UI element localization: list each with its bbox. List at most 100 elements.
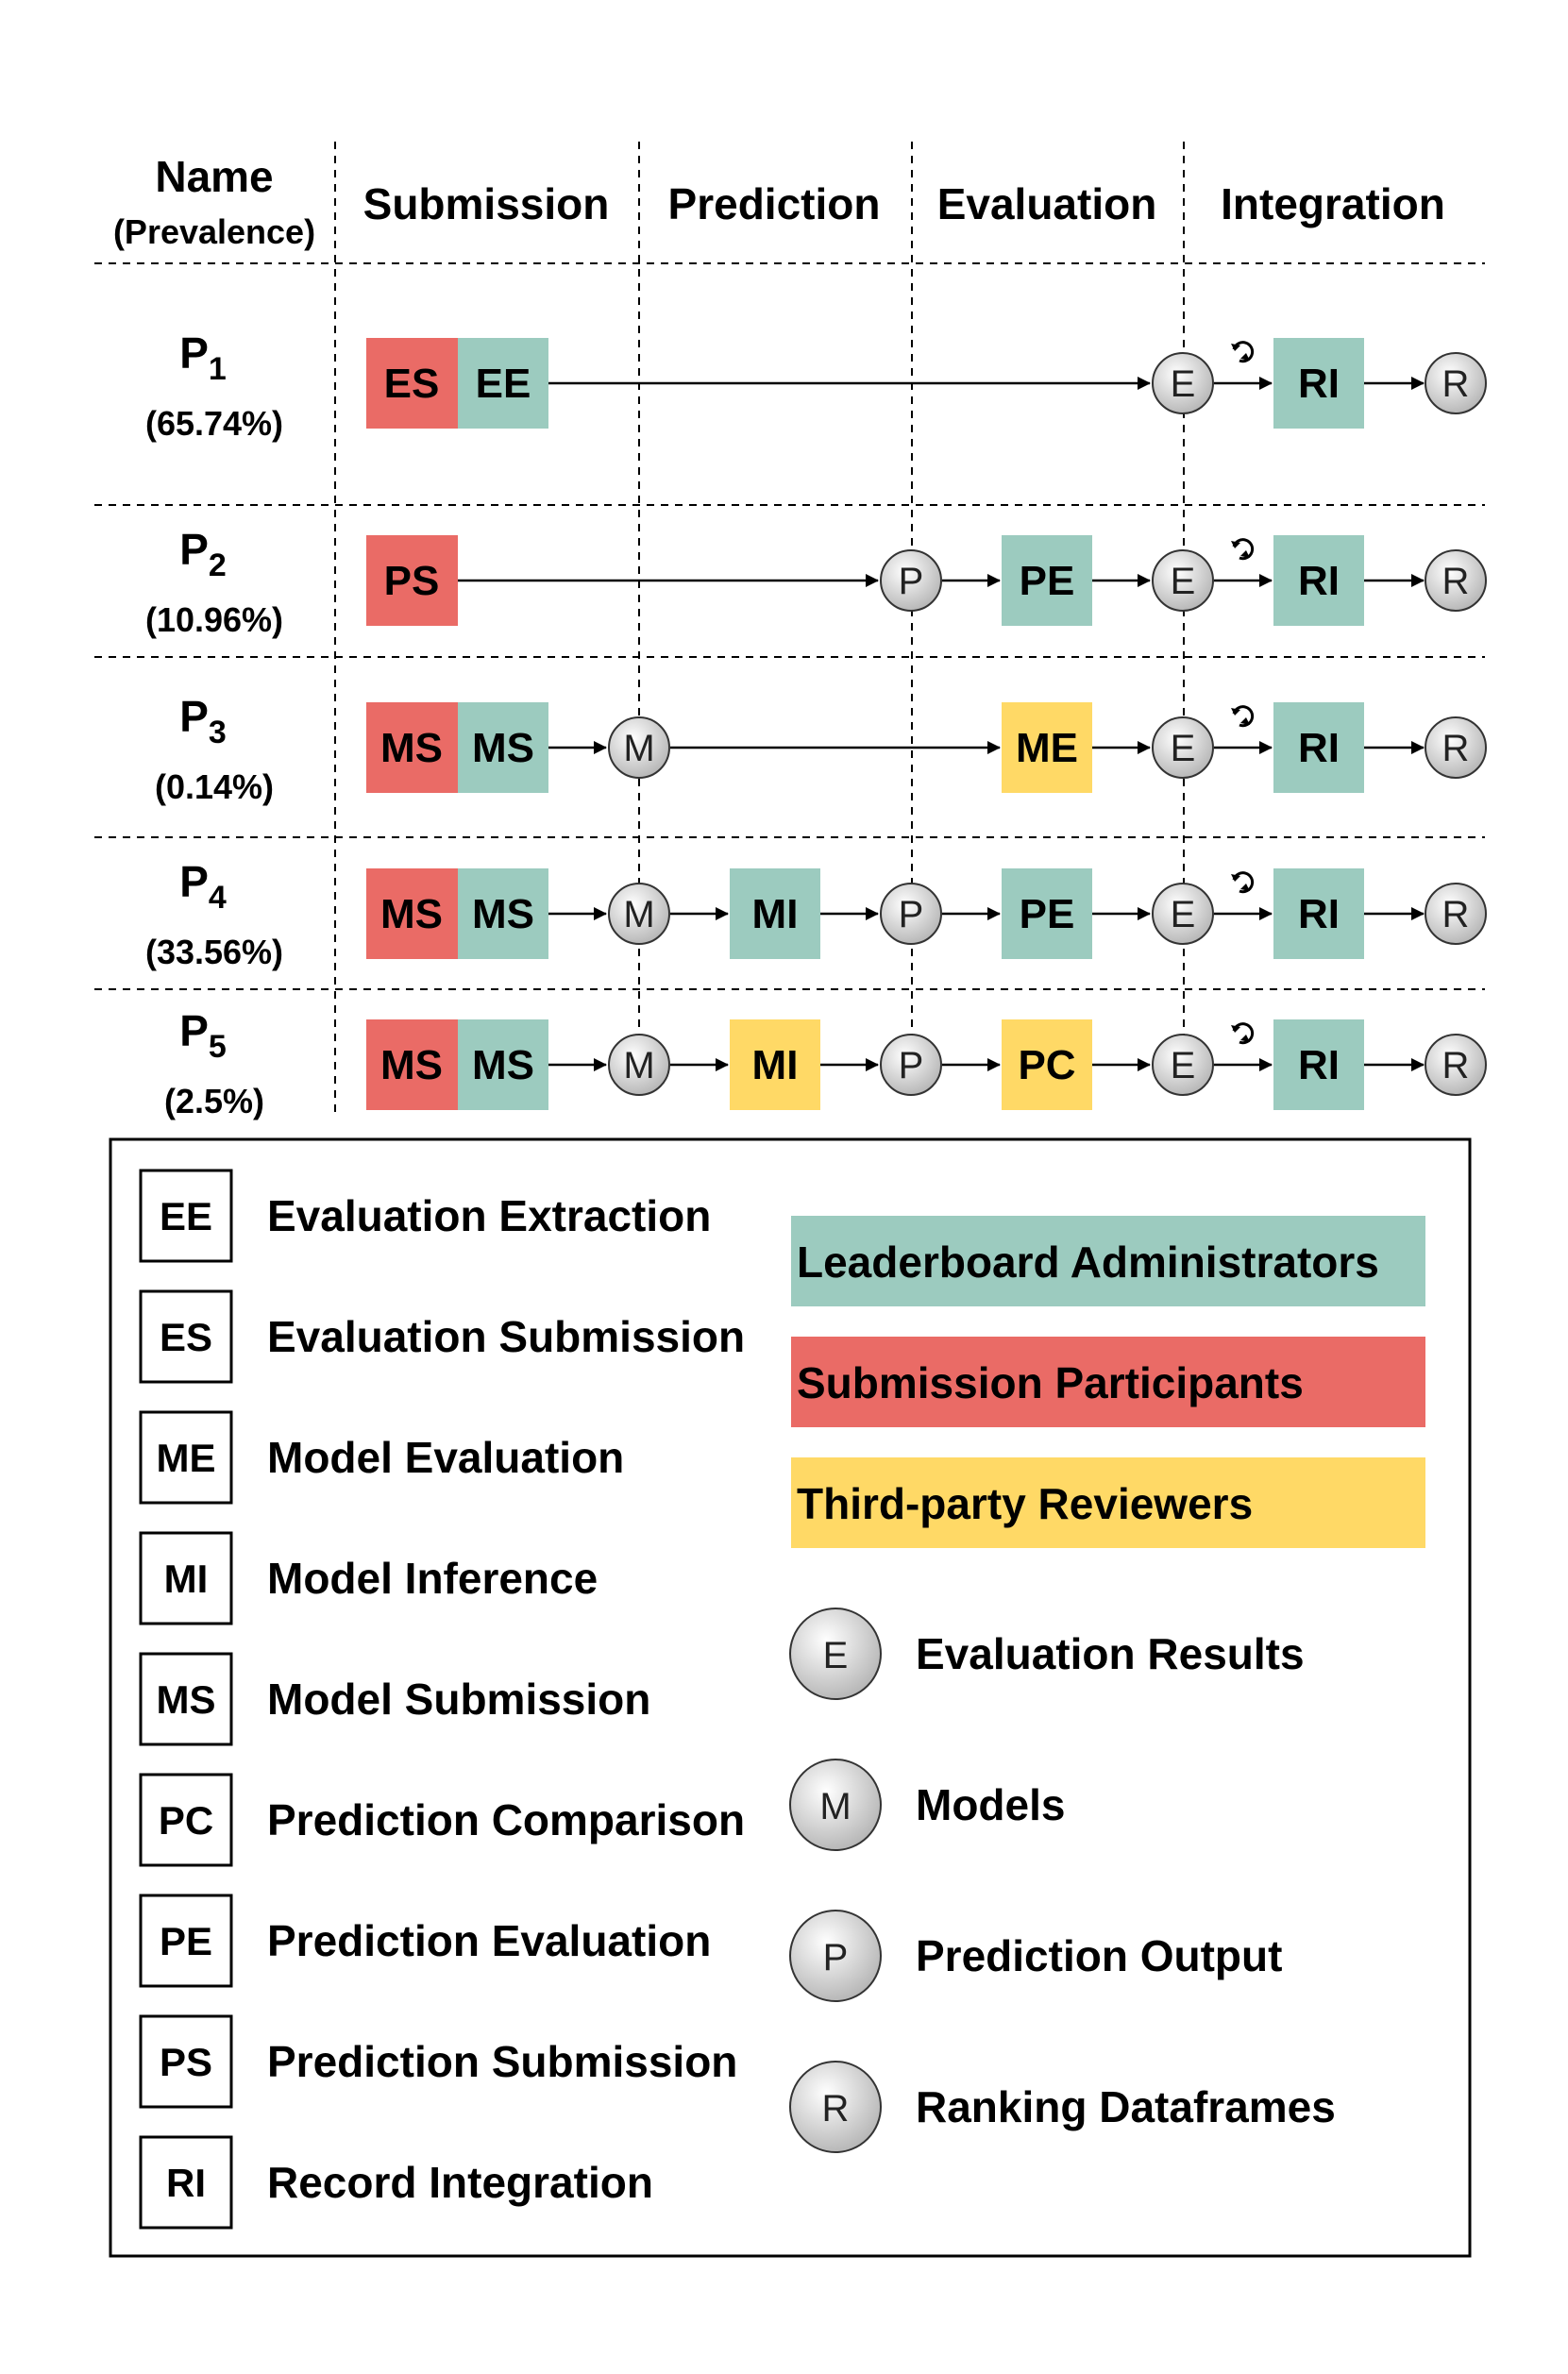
svg-text:E: E	[1171, 1045, 1196, 1086]
svg-text:E: E	[1171, 363, 1196, 405]
node-me: ME	[1002, 702, 1092, 793]
legend-artifact-r: R Ranking Dataframes	[789, 2061, 1336, 2153]
node-models: M	[608, 716, 670, 779]
svg-text:RI: RI	[1298, 361, 1340, 407]
svg-text:E: E	[1171, 728, 1196, 769]
node-ms-participant: MS	[366, 702, 458, 793]
node-ri: RI	[1273, 702, 1364, 793]
refresh-icon	[1231, 538, 1255, 561]
svg-text:Evaluation Extraction: Evaluation Extraction	[267, 1191, 711, 1240]
node-ms-participant: MS	[366, 868, 458, 959]
legend-abbr-ms: MS Model Submission	[139, 1652, 650, 1746]
grid-lines	[94, 142, 1485, 1114]
svg-text:RI: RI	[1298, 558, 1340, 604]
node-prediction-output: P	[880, 549, 942, 612]
stage-integration: Integration	[1221, 179, 1445, 228]
node-ri: RI	[1273, 1019, 1364, 1110]
svg-text:Model Submission: Model Submission	[267, 1675, 650, 1724]
legend-abbr-ps: PS Prediction Submission	[139, 2014, 737, 2109]
svg-text:R: R	[1442, 894, 1470, 935]
node-es: ES	[366, 338, 458, 429]
node-ms-admin: MS	[458, 1019, 548, 1110]
svg-text:Ranking Dataframes: Ranking Dataframes	[916, 2082, 1336, 2131]
stage-submission: Submission	[363, 179, 610, 228]
row-prevalence-p2: (10.96%)	[145, 600, 283, 639]
node-mi: MI	[730, 1019, 820, 1110]
row-label-p4: P4	[179, 857, 227, 916]
node-prediction-output: P	[880, 1034, 942, 1096]
svg-text:Record Integration: Record Integration	[267, 2158, 653, 2207]
row-label-p5: P5	[179, 1006, 227, 1065]
node-ranking: R	[1425, 883, 1487, 945]
svg-text:R: R	[1442, 561, 1470, 602]
legend-abbr-es: ES Evaluation Submission	[139, 1289, 745, 1384]
workflow-p5: MS MS M MI P PC E RI R	[366, 1019, 1487, 1110]
svg-text:PC: PC	[159, 1798, 213, 1843]
svg-text:Prediction Comparison: Prediction Comparison	[267, 1795, 745, 1844]
svg-text:MI: MI	[164, 1557, 209, 1601]
svg-text:Prediction Evaluation: Prediction Evaluation	[267, 1916, 711, 1965]
svg-text:ES: ES	[384, 361, 440, 407]
table-header: Name (Prevalence) Submission Prediction …	[113, 152, 1445, 251]
svg-text:PE: PE	[160, 1919, 212, 1963]
workflow-p2: PS P PE E RI R	[366, 535, 1487, 626]
svg-text:PS: PS	[384, 558, 440, 604]
svg-text:MS: MS	[380, 1042, 443, 1088]
node-ms-admin: MS	[458, 868, 548, 959]
svg-text:Leaderboard Administrators: Leaderboard Administrators	[797, 1238, 1379, 1287]
stage-prediction: Prediction	[668, 179, 881, 228]
node-pe: PE	[1002, 868, 1092, 959]
legend: EE Evaluation Extraction ES Evaluation Sub…	[109, 1137, 1472, 2258]
row-label-p1: P1	[179, 328, 227, 387]
svg-text:R: R	[1442, 363, 1470, 405]
workflow-p3: MS MS M ME E RI R	[366, 702, 1487, 793]
svg-text:Third-party Reviewers: Third-party Reviewers	[797, 1479, 1253, 1528]
svg-text:PE: PE	[1020, 891, 1075, 937]
svg-text:R: R	[1442, 1045, 1470, 1086]
svg-text:Prediction Submission: Prediction Submission	[267, 2037, 737, 2086]
legend-abbr-pc: PC Prediction Comparison	[139, 1773, 745, 1867]
svg-text:PE: PE	[1020, 558, 1075, 604]
svg-text:P: P	[899, 561, 924, 602]
svg-text:E: E	[823, 1635, 849, 1676]
svg-text:Model Evaluation: Model Evaluation	[267, 1433, 624, 1482]
svg-text:M: M	[623, 894, 654, 935]
refresh-icon	[1231, 341, 1255, 363]
refresh-icon	[1231, 871, 1255, 894]
workflow-p1: ES EE E RI R	[366, 338, 1487, 429]
node-evaluation-results: E	[1152, 883, 1214, 945]
svg-text:MI: MI	[752, 1042, 799, 1088]
svg-text:PS: PS	[160, 2040, 212, 2084]
svg-text:E: E	[1171, 561, 1196, 602]
legend-role-reviewer: Third-party Reviewers	[791, 1457, 1425, 1548]
legend-abbr-ri: RI Record Integration	[139, 2135, 653, 2230]
node-ms-admin: MS	[458, 702, 548, 793]
svg-text:M: M	[623, 728, 654, 769]
svg-text:R: R	[1442, 728, 1470, 769]
svg-text:P: P	[823, 1937, 849, 1978]
stage-evaluation: Evaluation	[937, 179, 1157, 228]
legend-abbr-mi: MI Model Inference	[139, 1531, 598, 1625]
svg-text:RI: RI	[1298, 1042, 1340, 1088]
row-label-p3: P3	[179, 692, 227, 750]
svg-text:Prediction Output: Prediction Output	[916, 1931, 1282, 1980]
legend-role-participant: Submission Participants	[791, 1337, 1425, 1427]
svg-text:MS: MS	[472, 891, 534, 937]
svg-text:PC: PC	[1018, 1042, 1075, 1088]
legend-artifact-e: E Evaluation Results	[789, 1608, 1305, 1700]
svg-text:P: P	[899, 1045, 924, 1086]
svg-text:EE: EE	[476, 361, 531, 407]
svg-text:EE: EE	[160, 1194, 212, 1238]
svg-text:MS: MS	[380, 891, 443, 937]
refresh-icon	[1231, 705, 1255, 728]
svg-text:RI: RI	[166, 2161, 206, 2205]
svg-text:MS: MS	[472, 1042, 534, 1088]
node-evaluation-results: E	[1152, 352, 1214, 414]
node-evaluation-results: E	[1152, 716, 1214, 779]
node-pc: PC	[1002, 1019, 1092, 1110]
node-mi: MI	[730, 868, 820, 959]
legend-artifact-p: P Prediction Output	[789, 1910, 1282, 2002]
row-label-p2: P2	[179, 525, 227, 583]
row-labels: P1 (65.74%) P2 (10.96%) P3 (0.14%) P4 (3…	[145, 328, 283, 1120]
svg-text:Models: Models	[916, 1780, 1065, 1829]
